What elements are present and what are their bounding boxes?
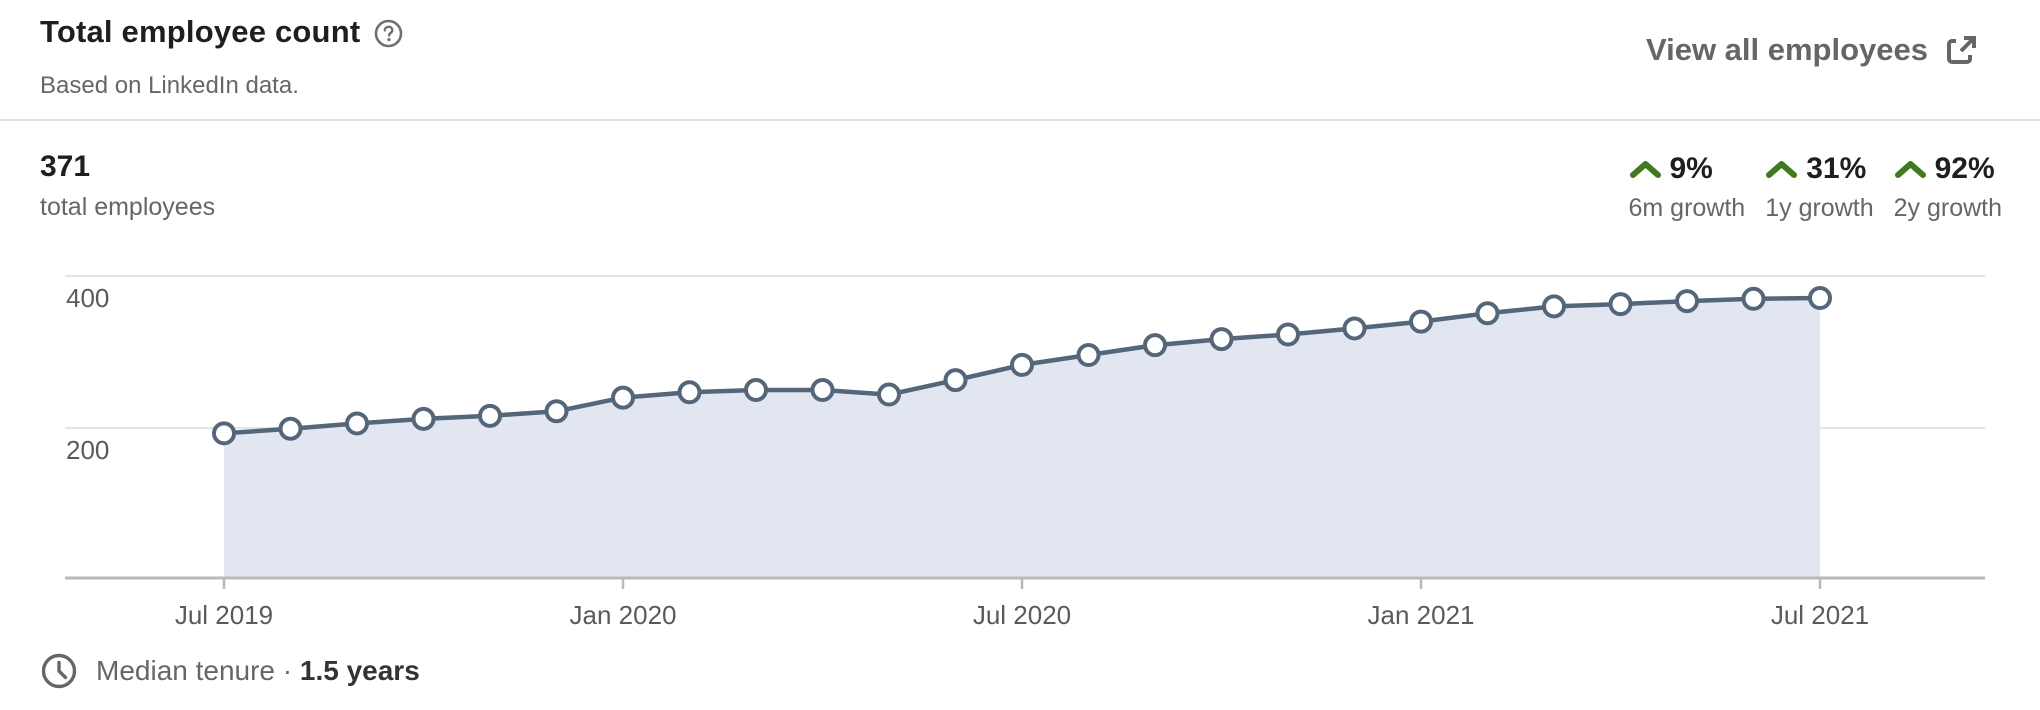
- growth-value: 92%: [1934, 152, 1995, 185]
- growth-stat-2y: 92% 2y growth: [1894, 152, 2002, 223]
- data-point-marker[interactable]: [1675, 289, 1699, 314]
- growth-stats: 9% 6m growth 31% 1y growth 92% 2y growth: [1629, 152, 2003, 223]
- data-point-marker[interactable]: [345, 411, 369, 436]
- help-icon[interactable]: [374, 19, 403, 48]
- subtitle: Based on LinkedIn data.: [40, 72, 299, 99]
- total-employee-count: 371: [40, 150, 91, 183]
- view-all-employees-link[interactable]: View all employees: [1646, 32, 1978, 68]
- data-point-marker[interactable]: [1808, 286, 1832, 311]
- data-point-marker[interactable]: [411, 406, 436, 431]
- external-link-icon: [1947, 36, 1976, 64]
- growth-value: 9%: [1669, 152, 1713, 185]
- data-point-marker[interactable]: [478, 403, 502, 428]
- data-point-marker[interactable]: [1276, 322, 1300, 347]
- data-point-marker[interactable]: [677, 380, 702, 405]
- growth-stat-6m: 9% 6m growth: [1629, 152, 1746, 223]
- growth-label: 6m growth: [1628, 194, 1746, 222]
- growth-up-icon: [1766, 161, 1798, 178]
- data-point-marker[interactable]: [611, 385, 635, 410]
- data-point-marker[interactable]: [278, 416, 303, 441]
- area-fill: [224, 298, 1820, 578]
- growth-label: 1y growth: [1765, 194, 1874, 222]
- data-point-marker[interactable]: [1409, 309, 1433, 334]
- median-tenure-value: 1.5 years: [299, 655, 420, 686]
- growth-value: 31%: [1806, 152, 1867, 185]
- summary: 371 total employees: [40, 150, 215, 222]
- data-point-marker[interactable]: [544, 399, 569, 424]
- data-point-marker[interactable]: [1608, 292, 1633, 317]
- employee-count-chart: 200 400 Jul 2019 Jan 2020 Jul 2020 Jan 2021 Ju…: [65, 275, 1985, 630]
- data-point-marker[interactable]: [1475, 301, 1500, 326]
- x-axis-label: Jul 2021: [1771, 600, 1869, 630]
- data-point-marker[interactable]: [810, 378, 835, 402]
- data-point-marker[interactable]: [212, 421, 236, 446]
- data-point-marker[interactable]: [1542, 294, 1566, 319]
- data-point-marker[interactable]: [1741, 286, 1766, 311]
- x-axis-label: Jul 2020: [973, 600, 1071, 630]
- data-point-marker[interactable]: [943, 368, 968, 393]
- data-point-marker[interactable]: [877, 382, 901, 407]
- x-axis-label: Jan 2020: [570, 600, 677, 630]
- header-divider: [0, 119, 2040, 121]
- growth-stat-1y: 31% 1y growth: [1765, 152, 1873, 223]
- median-tenure: Median tenure · 1.5 years: [40, 652, 420, 690]
- y-axis-label: 200: [66, 435, 109, 465]
- total-employee-label: total employees: [40, 193, 216, 221]
- growth-up-icon: [1894, 161, 1926, 178]
- data-point-marker[interactable]: [1076, 343, 1101, 368]
- data-point-marker[interactable]: [1342, 316, 1367, 341]
- x-axis-label: Jan 2021: [1368, 600, 1475, 630]
- x-axis-label: Jul 2019: [175, 600, 273, 630]
- growth-up-icon: [1629, 161, 1661, 178]
- data-point-marker[interactable]: [1143, 333, 1167, 358]
- page-title: Total employee count: [40, 14, 361, 49]
- data-point-marker[interactable]: [1209, 327, 1234, 352]
- clock-icon: [41, 653, 77, 689]
- y-axis-label: 400: [66, 283, 109, 313]
- median-tenure-label: Median tenure ·: [96, 655, 293, 686]
- data-point-marker[interactable]: [744, 378, 768, 402]
- data-point-marker[interactable]: [1010, 352, 1034, 377]
- growth-label: 2y growth: [1893, 194, 2002, 222]
- view-all-label: View all employees: [1645, 32, 1928, 67]
- header: Total employee count Based on LinkedIn d…: [40, 14, 403, 100]
